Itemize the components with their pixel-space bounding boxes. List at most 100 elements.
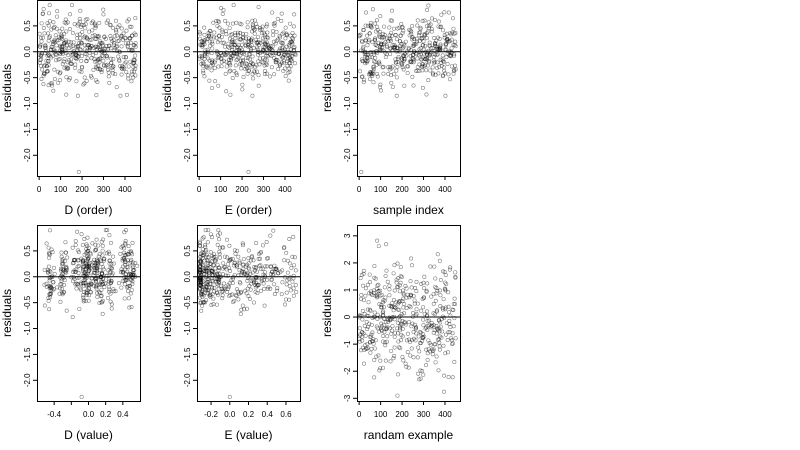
- data-point: [55, 9, 60, 14]
- data-point: [270, 29, 275, 34]
- data-point: [211, 20, 216, 25]
- data-point: [372, 375, 377, 380]
- data-point: [49, 291, 54, 296]
- x-tick-label: 400: [438, 410, 452, 419]
- data-point: [409, 59, 414, 64]
- data-point: [423, 62, 428, 67]
- data-point: [390, 8, 395, 13]
- data-point: [240, 87, 245, 92]
- data-point: [88, 282, 93, 287]
- data-point: [394, 68, 399, 73]
- data-point: [77, 306, 82, 311]
- data-point: [79, 40, 84, 45]
- data-point: [70, 30, 75, 35]
- data-point: [65, 60, 70, 65]
- data-point: [366, 314, 371, 319]
- y-axis-label: residuals: [160, 64, 174, 112]
- data-point: [42, 71, 47, 76]
- data-point: [228, 92, 233, 97]
- data-point: [251, 300, 256, 305]
- x-tick-label: 200: [395, 185, 409, 194]
- data-point: [267, 47, 272, 52]
- data-point: [117, 58, 122, 63]
- data-point: [371, 69, 376, 74]
- data-point: [378, 82, 383, 87]
- data-point: [109, 266, 114, 271]
- data-point: [421, 323, 426, 328]
- data-point: [383, 273, 388, 278]
- data-point: [215, 262, 220, 267]
- data-point: [65, 255, 70, 260]
- data-point: [77, 69, 82, 74]
- data-point: [108, 258, 113, 263]
- data-point: [378, 34, 383, 39]
- data-point: [396, 55, 401, 60]
- data-point: [401, 296, 406, 301]
- data-point: [38, 57, 43, 62]
- data-point: [102, 46, 107, 51]
- data-point: [378, 14, 383, 19]
- data-point: [386, 317, 391, 322]
- data-point: [224, 89, 229, 94]
- data-point: [443, 71, 448, 76]
- x-tick-label: 0.6: [280, 410, 292, 419]
- data-point: [361, 268, 366, 273]
- data-point: [115, 25, 120, 30]
- data-point: [123, 238, 128, 243]
- data-point: [228, 32, 233, 37]
- data-point: [84, 293, 89, 298]
- data-point: [213, 254, 218, 259]
- data-point: [254, 275, 259, 280]
- data-point: [232, 298, 237, 303]
- data-point: [46, 11, 51, 16]
- data-point: [64, 266, 69, 271]
- data-point: [395, 64, 400, 69]
- data-point: [93, 64, 98, 69]
- data-point: [361, 28, 366, 33]
- data-point: [276, 271, 281, 276]
- data-point: [119, 72, 124, 77]
- data-point: [406, 64, 411, 69]
- data-point: [415, 18, 420, 23]
- data-point: [377, 302, 382, 307]
- data-point: [204, 50, 209, 55]
- data-point: [97, 60, 102, 65]
- data-point: [286, 78, 291, 83]
- data-point: [446, 10, 451, 15]
- data-point: [262, 71, 267, 76]
- data-point: [123, 41, 128, 46]
- data-point: [429, 29, 434, 34]
- data-point: [44, 241, 49, 246]
- data-point: [243, 36, 248, 41]
- data-point: [81, 261, 86, 266]
- data-point: [428, 264, 433, 269]
- data-point: [287, 66, 292, 71]
- data-point: [212, 30, 217, 35]
- x-tick-label: 0: [357, 185, 362, 194]
- data-point: [92, 33, 97, 38]
- data-point: [122, 296, 127, 301]
- data-point: [414, 52, 419, 57]
- data-point: [403, 320, 408, 325]
- data-point: [269, 50, 274, 55]
- data-point: [271, 39, 276, 44]
- data-point: [107, 284, 112, 289]
- data-point: [200, 236, 205, 241]
- data-point: [77, 275, 82, 280]
- data-point: [245, 270, 250, 275]
- data-point: [99, 239, 104, 244]
- data-point: [216, 286, 221, 291]
- data-point: [108, 240, 113, 245]
- data-point: [232, 40, 237, 45]
- data-point: [48, 285, 53, 290]
- data-point: [376, 60, 381, 65]
- data-point: [429, 294, 434, 299]
- data-point: [215, 23, 220, 28]
- data-point: [204, 64, 209, 69]
- data-point: [391, 297, 396, 302]
- data-point: [233, 36, 238, 41]
- data-point: [217, 272, 222, 277]
- data-point: [375, 74, 380, 79]
- data-point: [243, 44, 248, 49]
- data-point: [246, 56, 251, 61]
